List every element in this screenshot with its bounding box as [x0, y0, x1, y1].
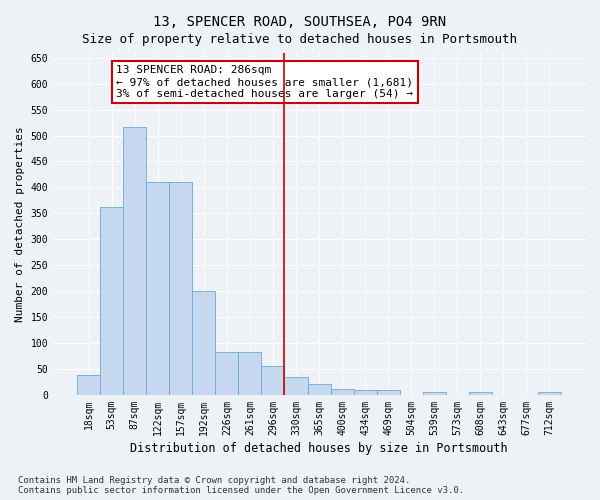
Text: 13, SPENCER ROAD, SOUTHSEA, PO4 9RN: 13, SPENCER ROAD, SOUTHSEA, PO4 9RN [154, 15, 446, 29]
Y-axis label: Number of detached properties: Number of detached properties [15, 126, 25, 322]
Bar [77, 375, 100, 395]
Bar [169, 182, 193, 395]
Bar [538, 392, 561, 395]
Bar [123, 126, 146, 395]
Bar [215, 352, 238, 395]
Text: Size of property relative to detached houses in Portsmouth: Size of property relative to detached ho… [83, 32, 517, 46]
Bar [422, 392, 446, 395]
Text: Contains HM Land Registry data © Crown copyright and database right 2024.
Contai: Contains HM Land Registry data © Crown c… [18, 476, 464, 495]
X-axis label: Distribution of detached houses by size in Portsmouth: Distribution of detached houses by size … [130, 442, 508, 455]
Bar [284, 377, 308, 395]
Bar [193, 290, 215, 395]
Bar [146, 182, 169, 395]
Bar [100, 206, 123, 395]
Bar [377, 390, 400, 395]
Bar [331, 388, 353, 395]
Bar [353, 390, 377, 395]
Bar [262, 366, 284, 395]
Text: 13 SPENCER ROAD: 286sqm
← 97% of detached houses are smaller (1,681)
3% of semi-: 13 SPENCER ROAD: 286sqm ← 97% of detache… [116, 66, 413, 98]
Bar [238, 352, 262, 395]
Bar [469, 392, 492, 395]
Bar [308, 384, 331, 395]
